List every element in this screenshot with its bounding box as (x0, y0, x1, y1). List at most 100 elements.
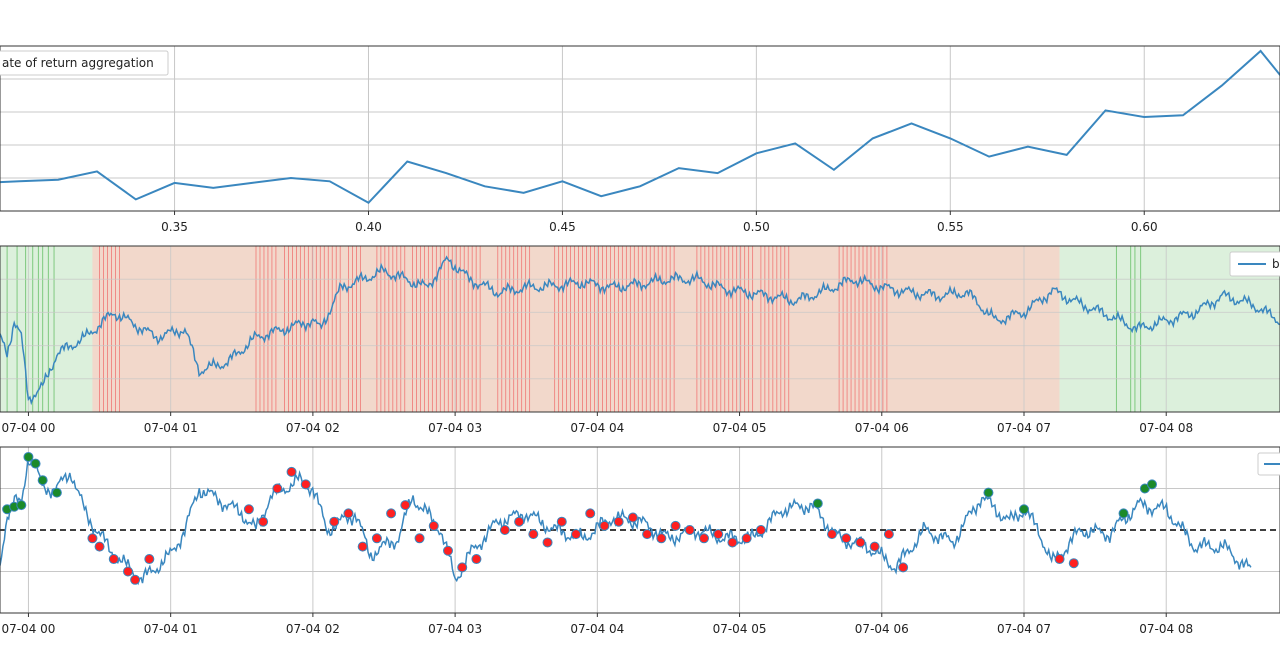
bottom-green-dot-8 (983, 487, 994, 498)
bottom-x-tick-label-5: 07-04 05 (713, 622, 767, 636)
bottom-red-dot-27 (571, 529, 581, 540)
bottom-red-dot-40 (755, 525, 766, 535)
bottom-red-dot-31 (627, 512, 638, 523)
middle-legend: b (1229, 251, 1280, 277)
bottom-red-dot-16 (400, 500, 411, 511)
top-panel: 0.35 0.40 0.45 0.50 0.55 0.60 ate of return a… (0, 45, 1280, 234)
bottom-red-dot-36 (699, 533, 709, 544)
bottom-red-dot-1 (94, 541, 105, 552)
bottom-red-dot-7 (258, 516, 269, 527)
top-x-tick-label-3: 0.50 (743, 220, 770, 234)
middle-x-tick-label-8: 07-04 08 (1139, 421, 1193, 435)
top-x-tick-label-4: 0.55 (937, 220, 964, 234)
bottom-red-dot-15 (386, 508, 397, 519)
bottom-red-dot-11 (329, 516, 340, 527)
bottom-x-tick-label-3: 07-04 03 (428, 622, 482, 636)
middle-x-tick-label-0: 07-04 00 (1, 421, 55, 435)
bottom-red-dot-3 (123, 566, 133, 577)
top-axes-frame (0, 45, 1280, 212)
bottom-red-dot-29 (599, 520, 610, 531)
middle-x-tick-label-6: 07-04 06 (855, 421, 909, 435)
middle-regime-shading (0, 246, 1280, 412)
top-legend-box (0, 50, 169, 76)
bottom-red-dot-38 (727, 537, 738, 548)
bottom-signal-line (0, 458, 1252, 586)
bottom-x-tick-label-2: 07-04 02 (286, 622, 340, 636)
middle-x-tick-label-1: 07-04 01 (144, 421, 198, 435)
bottom-x-tick-label-0: 07-04 00 (1, 622, 55, 636)
middle-signal-lines (6, 246, 1142, 412)
bottom-red-dot-39 (741, 533, 752, 544)
middle-x-tick-label-2: 07-04 02 (286, 421, 340, 435)
top-return-line (0, 49, 1280, 205)
bottom-green-dot-9 (1019, 504, 1029, 515)
bottom-red-dot-42 (841, 533, 852, 544)
bottom-green-dot-6 (51, 487, 62, 498)
bottom-x-tick-label-8: 07-04 08 (1139, 622, 1193, 636)
middle-regime-red-1 (92, 246, 1060, 412)
top-x-tick-label-5: 0.60 (1131, 220, 1158, 234)
bottom-red-dot-47 (1054, 554, 1065, 565)
bottom-red-dot-46 (898, 562, 909, 573)
bottom-x-ticks: 07-04 00 07-04 01 07-04 02 07-04 03 07-04 04… (1, 613, 1193, 636)
bottom-red-dot-26 (556, 516, 567, 527)
bottom-green-dot-4 (30, 458, 41, 469)
bottom-red-dot-33 (656, 533, 667, 544)
bottom-red-dot-44 (869, 541, 880, 552)
bottom-green-dot-3 (23, 451, 34, 462)
middle-legend-label: b (1272, 257, 1280, 271)
top-legend-label: ate of return aggregation (2, 56, 154, 70)
bottom-red-dot-23 (514, 516, 525, 527)
bottom-red-dot-43 (855, 537, 866, 548)
bottom-green-dot-5 (37, 475, 48, 486)
bottom-green-dot-10 (1118, 508, 1129, 519)
bottom-red-dot-2 (108, 554, 119, 565)
bottom-green-dot-2 (16, 500, 27, 511)
bottom-red-dot-5 (144, 554, 155, 565)
bottom-x-tick-label-6: 07-04 06 (855, 622, 909, 636)
bottom-green-dot-7 (812, 498, 823, 509)
bottom-red-dot-13 (357, 541, 368, 552)
middle-x-ticks: 07-04 00 07-04 01 07-04 02 07-04 03 07-04 04… (1, 412, 1193, 435)
top-x-tick-label-0: 0.35 (161, 220, 188, 234)
bottom-x-tick-label-4: 07-04 04 (570, 622, 624, 636)
bottom-red-dot-24 (528, 529, 539, 540)
bottom-legend (1257, 452, 1280, 476)
bottom-red-dot-14 (371, 533, 382, 544)
middle-grid (0, 246, 1280, 412)
middle-x-tick-label-4: 07-04 04 (570, 421, 624, 435)
bottom-red-dot-6 (243, 504, 254, 515)
bottom-red-dot-21 (471, 554, 482, 565)
bottom-red-dot-8 (272, 483, 283, 494)
middle-x-tick-label-3: 07-04 03 (428, 421, 482, 435)
bottom-red-dot-30 (613, 516, 624, 527)
top-x-tick-label-1: 0.40 (355, 220, 382, 234)
top-x-tick-label-2: 0.45 (549, 220, 576, 234)
bottom-green-dot-12 (1147, 479, 1157, 490)
bottom-axes-frame (0, 446, 1280, 614)
bottom-red-dot-17 (414, 533, 425, 544)
bottom-signal-dots (2, 451, 1157, 585)
bottom-red-dot-28 (585, 508, 596, 519)
middle-price-line (0, 255, 1280, 406)
bottom-x-tick-label-7: 07-04 07 (997, 622, 1051, 636)
bottom-red-dot-45 (883, 529, 894, 540)
middle-x-tick-label-5: 07-04 05 (713, 421, 767, 435)
bottom-red-dot-4 (130, 574, 141, 585)
bottom-red-dot-18 (428, 520, 439, 531)
middle-axes-frame (0, 245, 1280, 413)
bottom-red-dot-37 (713, 529, 724, 540)
top-legend: ate of return aggregation (0, 50, 169, 76)
top-x-ticks: 0.35 0.40 0.45 0.50 0.55 0.60 (161, 211, 1158, 234)
bottom-red-dot-22 (499, 525, 510, 535)
middle-x-tick-label-7: 07-04 07 (997, 421, 1051, 435)
bottom-red-dot-9 (286, 466, 297, 477)
bottom-red-dot-20 (457, 562, 468, 573)
bottom-red-dot-19 (443, 545, 453, 556)
middle-panel: 07-04 00 07-04 01 07-04 02 07-04 03 07-04 04… (0, 245, 1280, 435)
bottom-x-tick-label-1: 07-04 01 (144, 622, 198, 636)
bottom-red-dot-10 (300, 479, 311, 490)
bottom-red-dot-25 (542, 537, 553, 548)
bottom-red-dot-0 (87, 533, 98, 544)
